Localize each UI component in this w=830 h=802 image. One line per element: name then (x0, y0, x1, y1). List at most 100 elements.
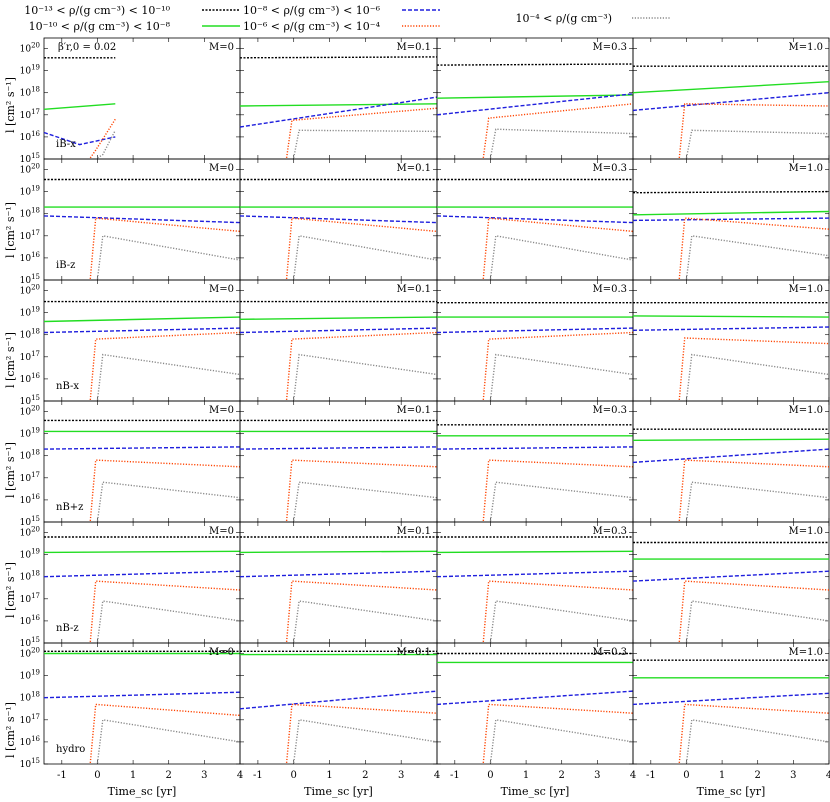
series-5-line (96, 718, 241, 763)
series-2-line (239, 316, 438, 320)
y-tick-label: 1015 (20, 757, 40, 770)
x-tick-label: 3 (790, 770, 796, 781)
series-1-line (632, 190, 830, 194)
y-axis-label-2: l [cm² s⁻¹] (4, 702, 17, 758)
series-5-line (489, 128, 634, 159)
series-5-line (293, 353, 438, 400)
panel-frame (632, 279, 830, 402)
series-4-line (678, 703, 830, 763)
series-3-line (239, 570, 438, 578)
series-5-line (293, 481, 438, 521)
legend-label-0: 10⁻¹³ < ρ/(g cm⁻³) < 10⁻¹⁰ (24, 4, 170, 17)
panel-r4-c2: M=0.3 (436, 521, 634, 644)
legend-label-3: 10⁻⁶ < ρ/(g cm⁻³) < 10⁻⁴ (243, 20, 381, 33)
panel-frame (436, 37, 634, 160)
series-5-line (96, 481, 241, 521)
panel-r0-c3: M=1.0 (632, 37, 830, 160)
x-tick-label: 0 (487, 770, 493, 781)
panel-r5-c1: -1 0 1 2 3 4 M=0.1 (239, 642, 440, 781)
series-3-line (436, 215, 634, 224)
x-tick-label: -1 (450, 770, 460, 781)
series-4-line (89, 118, 116, 159)
column-label: M=0.1 (396, 405, 431, 416)
y-tick-label: 1016 (20, 614, 41, 627)
y-axis-label-4: l [cm² s⁻¹] (4, 202, 17, 258)
series-3-line (436, 327, 634, 334)
column-label: M=0 (209, 647, 234, 658)
x-tick-label: 2 (559, 770, 565, 781)
series-4-line (285, 331, 438, 400)
series-3-line (632, 92, 830, 112)
column-label: M=0 (209, 163, 234, 174)
column-label: M=0.1 (396, 42, 431, 53)
series-4-line (89, 217, 241, 279)
series-4-line (482, 103, 634, 158)
panel-r5-c3: -1 0 1 2 3 4 M=1.0 (632, 642, 830, 781)
y-tick-label: 1017 (20, 229, 40, 242)
panel-r1-c2: M=0.3 (436, 158, 634, 281)
series-3-line (43, 327, 241, 334)
legend-label-2: 10⁻⁸ < ρ/(g cm⁻³) < 10⁻⁶ (243, 4, 381, 17)
series-5-line (97, 129, 116, 159)
series-4-line (89, 459, 241, 521)
series-5-line (489, 600, 634, 642)
series-5-line (96, 234, 241, 279)
series-4-line (678, 337, 830, 400)
y-tick-label: 1017 (20, 713, 40, 726)
series-2-line (632, 438, 830, 441)
series-3-line (43, 570, 241, 578)
series-5-line (489, 234, 634, 279)
column-label: M=1.0 (788, 42, 823, 53)
y-axis-label-6: l [cm² s⁻¹] (4, 562, 17, 618)
y-tick-label: 1018 (20, 691, 40, 704)
panel-r1-c3: M=1.0 (632, 158, 830, 281)
series-5-line (293, 129, 438, 159)
series-5-line (293, 718, 438, 763)
x-tick-label: 1 (130, 770, 136, 781)
series-3-line (436, 93, 634, 116)
panel-frame (436, 521, 634, 644)
series-4-line (285, 217, 438, 279)
series-5-line (489, 718, 634, 763)
column-label: M=0.3 (592, 42, 627, 53)
y-tick-label: 1018 (20, 449, 40, 462)
panel-r0-c2: M=0.3 (436, 37, 634, 160)
panel-r2-c3: M=1.0 (632, 279, 830, 402)
x-tick-label: 2 (362, 770, 368, 781)
series-4-line (482, 703, 634, 763)
series-4-line (285, 107, 438, 158)
panel-r5-c2: -1 0 1 2 3 4 M=0.3 (436, 642, 636, 781)
series-4-line (285, 580, 438, 642)
x-axis-label: Time_sc [yr] (108, 785, 177, 798)
series-3-line (43, 691, 241, 699)
panel-r4-c1: M=0.1 (239, 521, 438, 644)
panel-frame (632, 642, 830, 765)
x-tick-label: -1 (253, 770, 263, 781)
panel-frame (632, 400, 830, 523)
x-tick-label: 4 (237, 770, 243, 781)
x-tick-label: -1 (57, 770, 67, 781)
panel-r3-c3: M=1.0 (632, 400, 830, 523)
series-2-line (43, 103, 116, 110)
panel-r3-c2: M=0.3 (436, 400, 634, 523)
column-label: M=1.0 (788, 284, 823, 295)
series-4-line (482, 331, 634, 400)
series-5-line (489, 353, 634, 400)
x-tick-label: 3 (594, 770, 600, 781)
y-tick-label: 1019 (20, 427, 40, 440)
y-tick-label: 1016 (20, 493, 41, 506)
series-4-line (678, 217, 830, 279)
x-tick-label: 4 (630, 770, 636, 781)
x-tick-label: 2 (755, 770, 761, 781)
x-tick-label: 0 (94, 770, 100, 781)
x-tick-label: 4 (826, 770, 830, 781)
x-tick-label: 1 (326, 770, 332, 781)
x-axis-label: Time_sc [yr] (304, 785, 373, 798)
y-tick-label: 1017 (20, 471, 40, 484)
panel-frame (436, 400, 634, 523)
y-tick-label: 1019 (20, 548, 40, 561)
column-label: M=1.0 (788, 526, 823, 537)
